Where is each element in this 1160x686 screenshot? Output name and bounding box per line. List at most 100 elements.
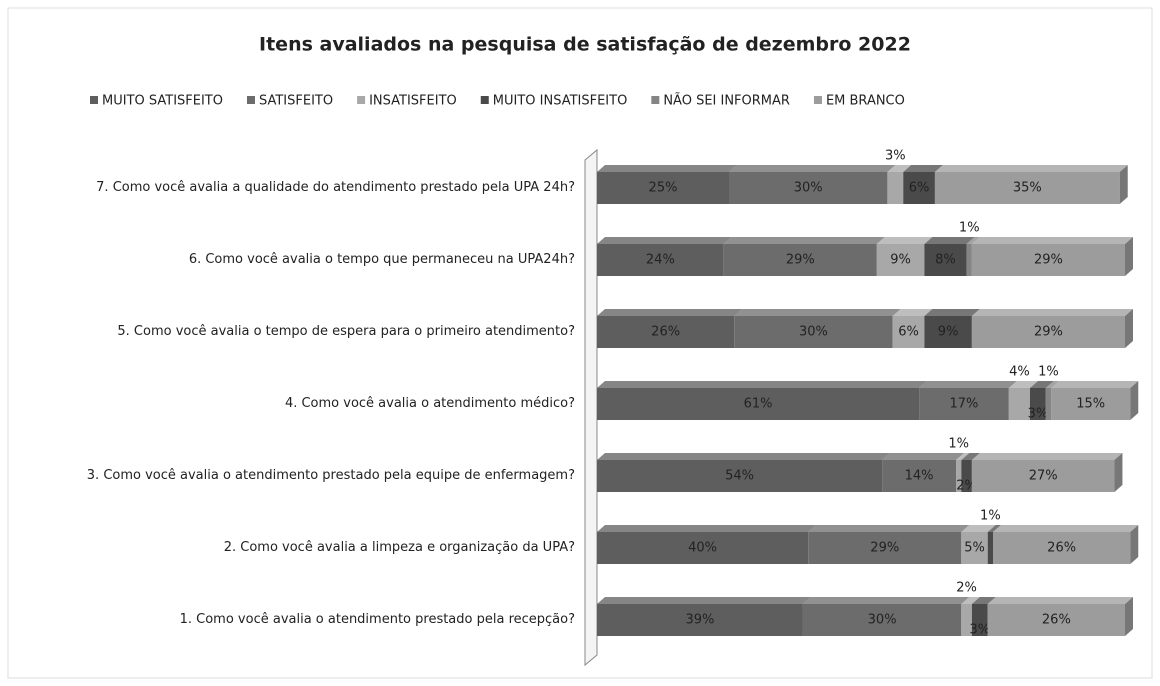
bar-top: [971, 309, 1133, 316]
legend-swatch: [651, 96, 660, 104]
bar-segment: [924, 316, 972, 348]
bar-top: [1051, 381, 1139, 388]
data-label: 2%: [956, 581, 977, 596]
bar-top: [876, 237, 933, 244]
category-label: 4. Como você avalia o atendimento médico…: [284, 396, 575, 411]
bar-top: [597, 453, 891, 460]
data-label: 29%: [786, 253, 815, 268]
bar-top: [971, 237, 1133, 244]
bar-segment: [903, 172, 935, 204]
frame: [7, 7, 1153, 679]
data-label: 29%: [1034, 253, 1063, 268]
bar-end: [1119, 165, 1128, 204]
bar-top: [924, 309, 980, 316]
bar-top: [971, 597, 996, 604]
bar-segment: [1029, 388, 1046, 420]
bar-top: [597, 165, 737, 172]
bar-end: [1125, 237, 1133, 276]
legend-label: SATISFEITO: [259, 94, 333, 109]
data-label: 8%: [935, 253, 956, 268]
legend-label: MUITO SATISFEITO: [102, 94, 223, 109]
bar-top: [934, 165, 1128, 172]
bar-segment: [961, 604, 972, 636]
bar-top: [597, 597, 811, 604]
data-label: 3%: [1028, 407, 1049, 422]
bar-segment: [597, 388, 920, 420]
data-label: 5%: [964, 541, 985, 556]
data-label: 39%: [686, 613, 715, 628]
data-label: 3%: [885, 149, 906, 164]
bar-segment: [987, 532, 993, 564]
bar-top: [734, 309, 901, 316]
data-label: 1%: [948, 437, 969, 452]
data-label: 2%: [956, 479, 977, 494]
data-label: 25%: [649, 181, 678, 196]
data-label: 1%: [959, 221, 980, 236]
data-label: 24%: [646, 253, 675, 268]
bar-segment: [597, 244, 724, 276]
data-label: 26%: [1042, 613, 1071, 628]
data-label: 4%: [1009, 365, 1030, 380]
bar-top: [903, 165, 943, 172]
data-label: 30%: [794, 181, 823, 196]
bar-segment: [887, 172, 904, 204]
bar-top: [597, 381, 928, 388]
bar-top: [1008, 381, 1038, 388]
bar-segment: [723, 244, 877, 276]
bar-segment: [882, 460, 957, 492]
bar-segment: [734, 316, 893, 348]
legend-swatch: [357, 96, 366, 104]
data-label: 29%: [1034, 325, 1063, 340]
data-label: 17%: [950, 397, 979, 412]
bar-segment: [956, 460, 962, 492]
bar-top: [723, 237, 885, 244]
bar-end: [1114, 453, 1123, 492]
category-label: 7. Como você avalia a qualidade do atend…: [96, 180, 575, 195]
bar-end: [1125, 309, 1133, 348]
bar-segment: [971, 460, 1115, 492]
data-label: 9%: [938, 325, 959, 340]
bar-segment: [993, 532, 1131, 564]
bar-top: [729, 165, 896, 172]
bar-top: [597, 237, 732, 244]
chart-title: Itens avaliados na pesquisa de satisfaçã…: [259, 34, 911, 56]
data-label: 40%: [688, 541, 717, 556]
bar-segment: [597, 532, 809, 564]
data-label: 6%: [909, 181, 930, 196]
bar-top: [882, 453, 965, 460]
data-label: 1%: [980, 509, 1001, 524]
bar-top: [987, 525, 1001, 532]
bar-segment: [1045, 388, 1052, 420]
bar-segment: [1008, 388, 1030, 420]
bar-segment: [597, 316, 735, 348]
axis-wall: [584, 148, 598, 667]
legend-swatch: [480, 96, 489, 104]
legend-swatch: [813, 96, 822, 104]
bar-segment: [966, 244, 972, 276]
bar-segment: [876, 244, 925, 276]
bar-top: [993, 525, 1139, 532]
bar-top: [961, 453, 980, 460]
data-label: 14%: [905, 469, 934, 484]
bar-segment: [961, 460, 972, 492]
bar-segment: [1051, 388, 1131, 420]
bar-top: [966, 237, 980, 244]
legend-label: MUITO INSATISFEITO: [493, 94, 628, 109]
data-label: 61%: [744, 397, 773, 412]
data-label: 26%: [1047, 541, 1076, 556]
bar-top: [597, 525, 817, 532]
legend-swatch: [90, 96, 98, 104]
bar-top: [808, 525, 970, 532]
data-label: 15%: [1076, 397, 1105, 412]
bar-segment: [924, 244, 967, 276]
category-label: 5. Como você avalia o tempo de espera pa…: [117, 324, 575, 339]
bar-top: [924, 237, 975, 244]
bar-top: [961, 525, 996, 532]
legend-swatch: [246, 96, 255, 104]
legend-label: NÃO SEI INFORMAR: [663, 93, 790, 109]
bar-end: [1130, 525, 1139, 564]
bar-segment: [971, 604, 988, 636]
bar-top: [597, 309, 743, 316]
data-label: 26%: [651, 325, 680, 340]
